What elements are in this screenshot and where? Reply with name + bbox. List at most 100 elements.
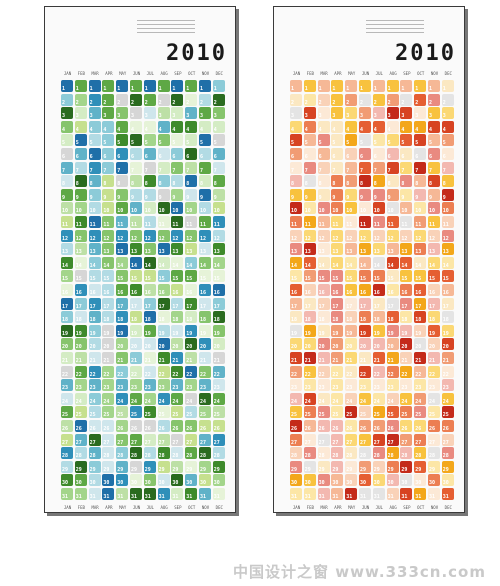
day-cell: 27 (372, 433, 385, 446)
month-label: JAN (292, 505, 301, 510)
day-cell: 1 (185, 80, 198, 92)
day-number: 19 (373, 330, 380, 337)
day-number: 21 (117, 358, 124, 364)
day-cell: 7 (400, 161, 413, 174)
day-cell: 31 (359, 488, 371, 500)
day-number: 18 (103, 317, 110, 324)
day-cell: 4 (157, 120, 170, 133)
day-cell: 8 (428, 175, 440, 188)
month-label: DEC (215, 505, 223, 510)
day-number: 6 (346, 154, 350, 160)
day-cell: 12 (74, 229, 87, 242)
day-number: 11 (89, 222, 96, 228)
day-number: 27 (360, 439, 367, 446)
day-cell: 1 (345, 80, 358, 92)
day-cell: 22 (102, 365, 115, 378)
day-number: 9 (360, 194, 364, 201)
day-cell: 28 (303, 447, 316, 460)
day-cell: 13 (317, 243, 330, 256)
day-number: 19 (62, 330, 69, 337)
day-number: 14 (387, 262, 394, 269)
day-cell: 8 (61, 175, 73, 188)
day-number: 11 (387, 222, 394, 228)
day-cell: 9 (303, 188, 316, 201)
day-cell: 4 (372, 120, 385, 133)
day-number: 12 (172, 235, 179, 242)
day-number: 24 (186, 398, 193, 405)
day-cell: 12 (143, 229, 156, 242)
day-cell: 29 (359, 460, 371, 473)
day-cell: 21 (331, 352, 344, 364)
day-number: 26 (332, 426, 339, 432)
day-number: 27 (144, 439, 151, 446)
month-label: JUN (361, 71, 370, 76)
day-cell: 9 (372, 188, 385, 201)
day-cell: 13 (171, 243, 184, 256)
day-number: 1 (360, 86, 364, 92)
day-number: 25 (62, 412, 69, 419)
day-number: 12 (318, 235, 325, 242)
day-cell: 27 (441, 433, 454, 446)
day-cell: 21 (212, 352, 225, 364)
day-number: 31 (144, 494, 151, 500)
month-label: FEB (77, 505, 85, 510)
day-cell: 17 (171, 297, 184, 310)
day-number: 5 (144, 140, 148, 147)
day-number: 12 (373, 235, 380, 242)
day-number: 1 (291, 86, 295, 92)
day-cell: 8 (171, 175, 184, 188)
day-number: 14 (213, 262, 220, 269)
day-cell: 23 (441, 379, 454, 392)
day-cell: 17 (414, 297, 427, 310)
day-cell: 11 (171, 216, 184, 228)
day-number: 20 (144, 344, 151, 351)
day-cell: 29 (61, 460, 73, 473)
day-number: 9 (346, 194, 350, 201)
day-number: 17 (346, 303, 353, 310)
day-cell: 2 (157, 93, 170, 106)
day-number: 2 (346, 99, 350, 106)
day-number: 19 (304, 330, 311, 337)
day-number: 19 (186, 330, 193, 337)
day-number: 27 (429, 439, 436, 446)
day-number: 10 (304, 208, 311, 215)
day-cell: 7 (414, 161, 427, 174)
day-cell: 29 (441, 460, 454, 473)
day-cell: 2 (143, 93, 156, 106)
day-cell: 11 (331, 216, 344, 228)
day-cell: 15 (428, 270, 440, 283)
day-number: 8 (103, 181, 107, 188)
day-number: 4 (332, 126, 336, 133)
day-number: 17 (442, 303, 449, 310)
day-cell: 17 (143, 297, 156, 310)
day-cell: 15 (441, 270, 454, 283)
day-number: 2 (117, 99, 121, 106)
day-number: 13 (89, 249, 96, 256)
day-cell: 18 (303, 311, 316, 324)
day-number: 21 (360, 358, 367, 364)
day-number: 13 (200, 249, 207, 256)
day-number: 16 (387, 290, 394, 296)
day-number: 20 (318, 344, 325, 351)
day-number: 23 (304, 385, 311, 392)
day-number: 6 (144, 154, 148, 160)
day-cell: 24 (143, 392, 156, 405)
day-cell: 16 (88, 284, 101, 296)
day-cell: 5 (400, 134, 413, 147)
day-cell: 20 (386, 338, 399, 351)
day-cell: 28 (116, 447, 129, 460)
day-number: 23 (131, 385, 138, 392)
day-cell: 15 (157, 270, 170, 283)
day-cell: 19 (212, 324, 225, 337)
day-cell: 8 (290, 175, 302, 188)
day-cell: 30 (102, 474, 115, 487)
day-number: 21 (401, 358, 408, 364)
day-number: 22 (186, 371, 193, 378)
day-number: 21 (62, 358, 69, 364)
day-number: 12 (415, 235, 422, 242)
day-number: 31 (117, 494, 124, 500)
day-cell: 2 (61, 93, 73, 106)
day-number: 30 (332, 480, 339, 487)
day-number: 13 (75, 249, 82, 256)
day-number: 3 (103, 113, 107, 120)
